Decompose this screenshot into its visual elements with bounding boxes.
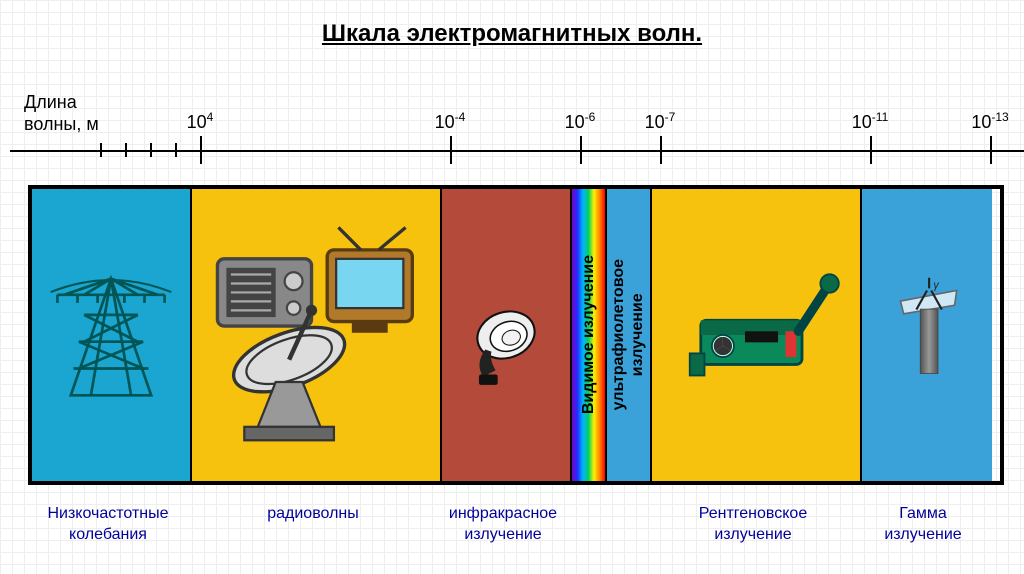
radio-icon <box>192 189 440 481</box>
axis-tick-label: 10-4 <box>435 110 466 133</box>
band-xray <box>652 189 862 481</box>
band-lowfreq <box>32 189 192 481</box>
axis-major-tick <box>450 136 452 164</box>
caption-gamma: Гамма излучение <box>858 500 988 550</box>
axis-minor-tick <box>150 143 152 157</box>
band-infrared <box>442 189 572 481</box>
axis-tick-label: 10-13 <box>971 110 1008 133</box>
axis-tick-label: 10-11 <box>852 110 888 133</box>
xray-icon <box>652 189 860 481</box>
axis-minor-tick <box>175 143 177 157</box>
axis-major-tick <box>870 136 872 164</box>
band-vtext-visible: Видимое излучение <box>579 255 598 414</box>
band-captions: Низкочастотные колебаниярадиоволныинфрак… <box>28 500 1004 550</box>
axis-tick-label: 10-6 <box>565 110 596 133</box>
axis-label: Длина волны, м <box>24 92 99 135</box>
spectrum-bands: Видимое излучение ультрафиолетовое излуче… <box>28 185 1004 485</box>
band-uv: ультрафиолетовое излучение <box>607 189 652 481</box>
infrared-icon <box>442 189 570 481</box>
axis-major-tick <box>200 136 202 164</box>
caption-lowfreq: Низкочастотные колебания <box>28 500 188 550</box>
caption-visible <box>568 500 603 550</box>
gamma-icon: γ <box>862 189 992 481</box>
axis-major-tick <box>990 136 992 164</box>
band-vtext-uv: ультрафиолетовое излучение <box>609 259 647 410</box>
band-radio <box>192 189 442 481</box>
axis-tick-label: 10-7 <box>645 110 676 133</box>
caption-radio: радиоволны <box>188 500 438 550</box>
axis-major-tick <box>580 136 582 164</box>
axis-minor-tick <box>100 143 102 157</box>
page-title: Шкала электромагнитных волн. <box>0 0 1024 48</box>
band-gamma: γ <box>862 189 992 481</box>
caption-xray: Рентгеновское излучение <box>648 500 858 550</box>
band-visible: Видимое излучение <box>572 189 607 481</box>
svg-text:γ: γ <box>933 279 939 291</box>
caption-infrared: инфракрасное излучение <box>438 500 568 550</box>
axis-tick-label: 104 <box>187 110 214 133</box>
axis-minor-tick <box>125 143 127 157</box>
lowfreq-icon <box>32 189 190 481</box>
caption-uv <box>603 500 648 550</box>
axis-major-tick <box>660 136 662 164</box>
